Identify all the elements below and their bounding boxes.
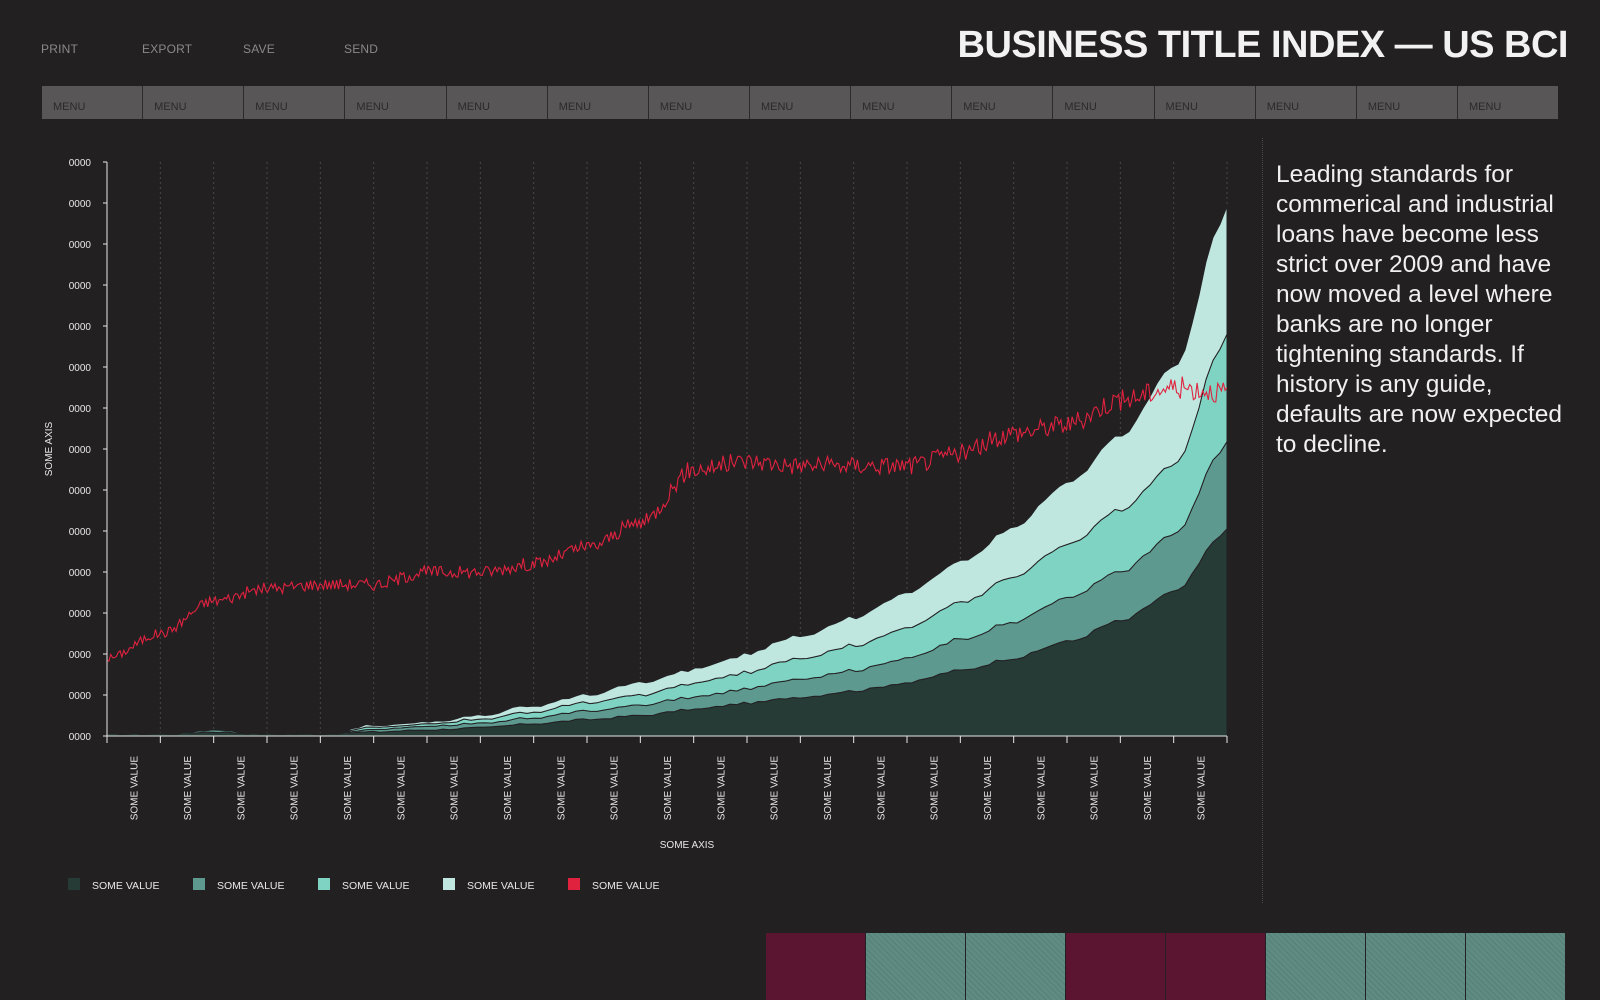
legend-label-1: SOME VALUE: [92, 880, 160, 892]
y-tick-label: 0000: [69, 445, 92, 456]
x-tick-label: SOME VALUE: [450, 756, 461, 821]
line-series-1: [106, 376, 1228, 662]
x-tick-label: SOME VALUE: [236, 756, 247, 821]
menu-item-15[interactable]: MENU: [1457, 86, 1559, 119]
y-tick-label: 0000: [69, 404, 92, 415]
x-tick-label: SOME VALUE: [1143, 756, 1154, 821]
page-title: BUSINESS TITLE INDEX — US BCI: [957, 24, 1569, 66]
y-tick-label: 0000: [69, 199, 92, 210]
x-tick-label: SOME VALUE: [663, 756, 674, 821]
menu-item-12[interactable]: MENU: [1154, 86, 1256, 119]
x-tick-label: SOME VALUE: [130, 756, 141, 821]
menu-item-3[interactable]: MENU: [244, 86, 346, 119]
x-tick-label: SOME VALUE: [343, 756, 354, 821]
menu-bar: MENU MENU MENU MENU MENU MENU MENU MENU MENU MENU…: [42, 86, 1559, 119]
x-tick-label: SOME VALUE: [823, 756, 834, 821]
tile-teal-2[interactable]: [866, 933, 966, 1000]
menu-item-11[interactable]: MENU: [1053, 86, 1155, 119]
menu-item-7[interactable]: MENU: [648, 86, 750, 119]
legend-label-5: SOME VALUE: [592, 880, 660, 892]
x-tick-label: SOME VALUE: [396, 756, 407, 821]
y-tick-label: 0000: [69, 527, 92, 538]
x-tick-label: SOME VALUE: [1036, 756, 1047, 821]
save-button[interactable]: SAVE: [243, 42, 275, 56]
x-tick-label: SOME VALUE: [770, 756, 781, 821]
x-tick-label: SOME VALUE: [1090, 756, 1101, 821]
y-tick-label: 0000: [69, 568, 92, 579]
legend-label-3: SOME VALUE: [342, 880, 410, 892]
tile-teal-6[interactable]: [1266, 933, 1366, 1000]
x-tick-label: SOME VALUE: [876, 756, 887, 821]
y-tick-label: 0000: [69, 486, 92, 497]
y-tick-label: 0000: [69, 609, 92, 620]
x-axis-title: SOME AXIS: [660, 840, 715, 851]
menu-item-13[interactable]: MENU: [1255, 86, 1357, 119]
legend-swatch-2: [193, 878, 205, 890]
menu-item-9[interactable]: MENU: [851, 86, 953, 119]
print-button[interactable]: PRINT: [41, 42, 78, 56]
menu-item-5[interactable]: MENU: [446, 86, 548, 119]
y-tick-label: 0000: [69, 322, 92, 333]
y-tick-label: 0000: [69, 650, 92, 661]
panel-divider: [1262, 138, 1263, 903]
y-tick-label: 0000: [69, 732, 92, 743]
y-axis-title: SOME AXIS: [44, 421, 55, 476]
tile-maroon-4[interactable]: [1066, 933, 1166, 1000]
tile-teal-3[interactable]: [966, 933, 1066, 1000]
tile-maroon-1[interactable]: [766, 933, 866, 1000]
bottom-tiles: [766, 933, 1566, 1000]
menu-item-1[interactable]: MENU: [42, 86, 144, 119]
x-tick-label: SOME VALUE: [503, 756, 514, 821]
x-tick-label: SOME VALUE: [183, 756, 194, 821]
legend-label-4: SOME VALUE: [467, 880, 535, 892]
y-tick-label: 0000: [69, 691, 92, 702]
y-tick-label: 0000: [69, 158, 92, 169]
export-button[interactable]: EXPORT: [142, 42, 193, 56]
x-tick-label: SOME VALUE: [983, 756, 994, 821]
send-button[interactable]: SEND: [344, 42, 379, 56]
menu-item-6[interactable]: MENU: [547, 86, 649, 119]
legend-swatch-5: [568, 878, 580, 890]
x-tick-label: SOME VALUE: [1196, 756, 1207, 821]
x-tick-label: SOME VALUE: [290, 756, 301, 821]
x-tick-label: SOME VALUE: [610, 756, 621, 821]
menu-item-8[interactable]: MENU: [749, 86, 852, 119]
area-series-4: [106, 206, 1228, 736]
x-tick-label: SOME VALUE: [716, 756, 727, 821]
chart-area: 0000 0000 0000 0000 0000 0000 0000 0000 0000 0000…: [0, 130, 1250, 910]
y-tick-label: 0000: [69, 363, 92, 374]
legend-swatch-3: [318, 878, 330, 890]
y-tick-label: 0000: [69, 281, 92, 292]
menu-item-2[interactable]: MENU: [143, 86, 245, 119]
tile-teal-8[interactable]: [1466, 933, 1566, 1000]
tile-maroon-5[interactable]: [1166, 933, 1266, 1000]
tile-teal-7[interactable]: [1366, 933, 1466, 1000]
menu-item-14[interactable]: MENU: [1356, 86, 1458, 119]
menu-item-4[interactable]: MENU: [345, 86, 447, 119]
chart-description: Leading standards for commerical and ind…: [1276, 161, 1563, 458]
x-tick-label: SOME VALUE: [556, 756, 567, 821]
x-tick-label: SOME VALUE: [930, 756, 941, 821]
menu-item-10[interactable]: MENU: [952, 86, 1054, 119]
y-tick-label: 0000: [69, 240, 92, 251]
legend-label-2: SOME VALUE: [217, 880, 285, 892]
legend-swatch-4: [443, 878, 455, 890]
legend-swatch-1: [68, 878, 80, 890]
stacked-area-chart: 0000 0000 0000 0000 0000 0000 0000 0000 0000 0000…: [44, 158, 1228, 892]
